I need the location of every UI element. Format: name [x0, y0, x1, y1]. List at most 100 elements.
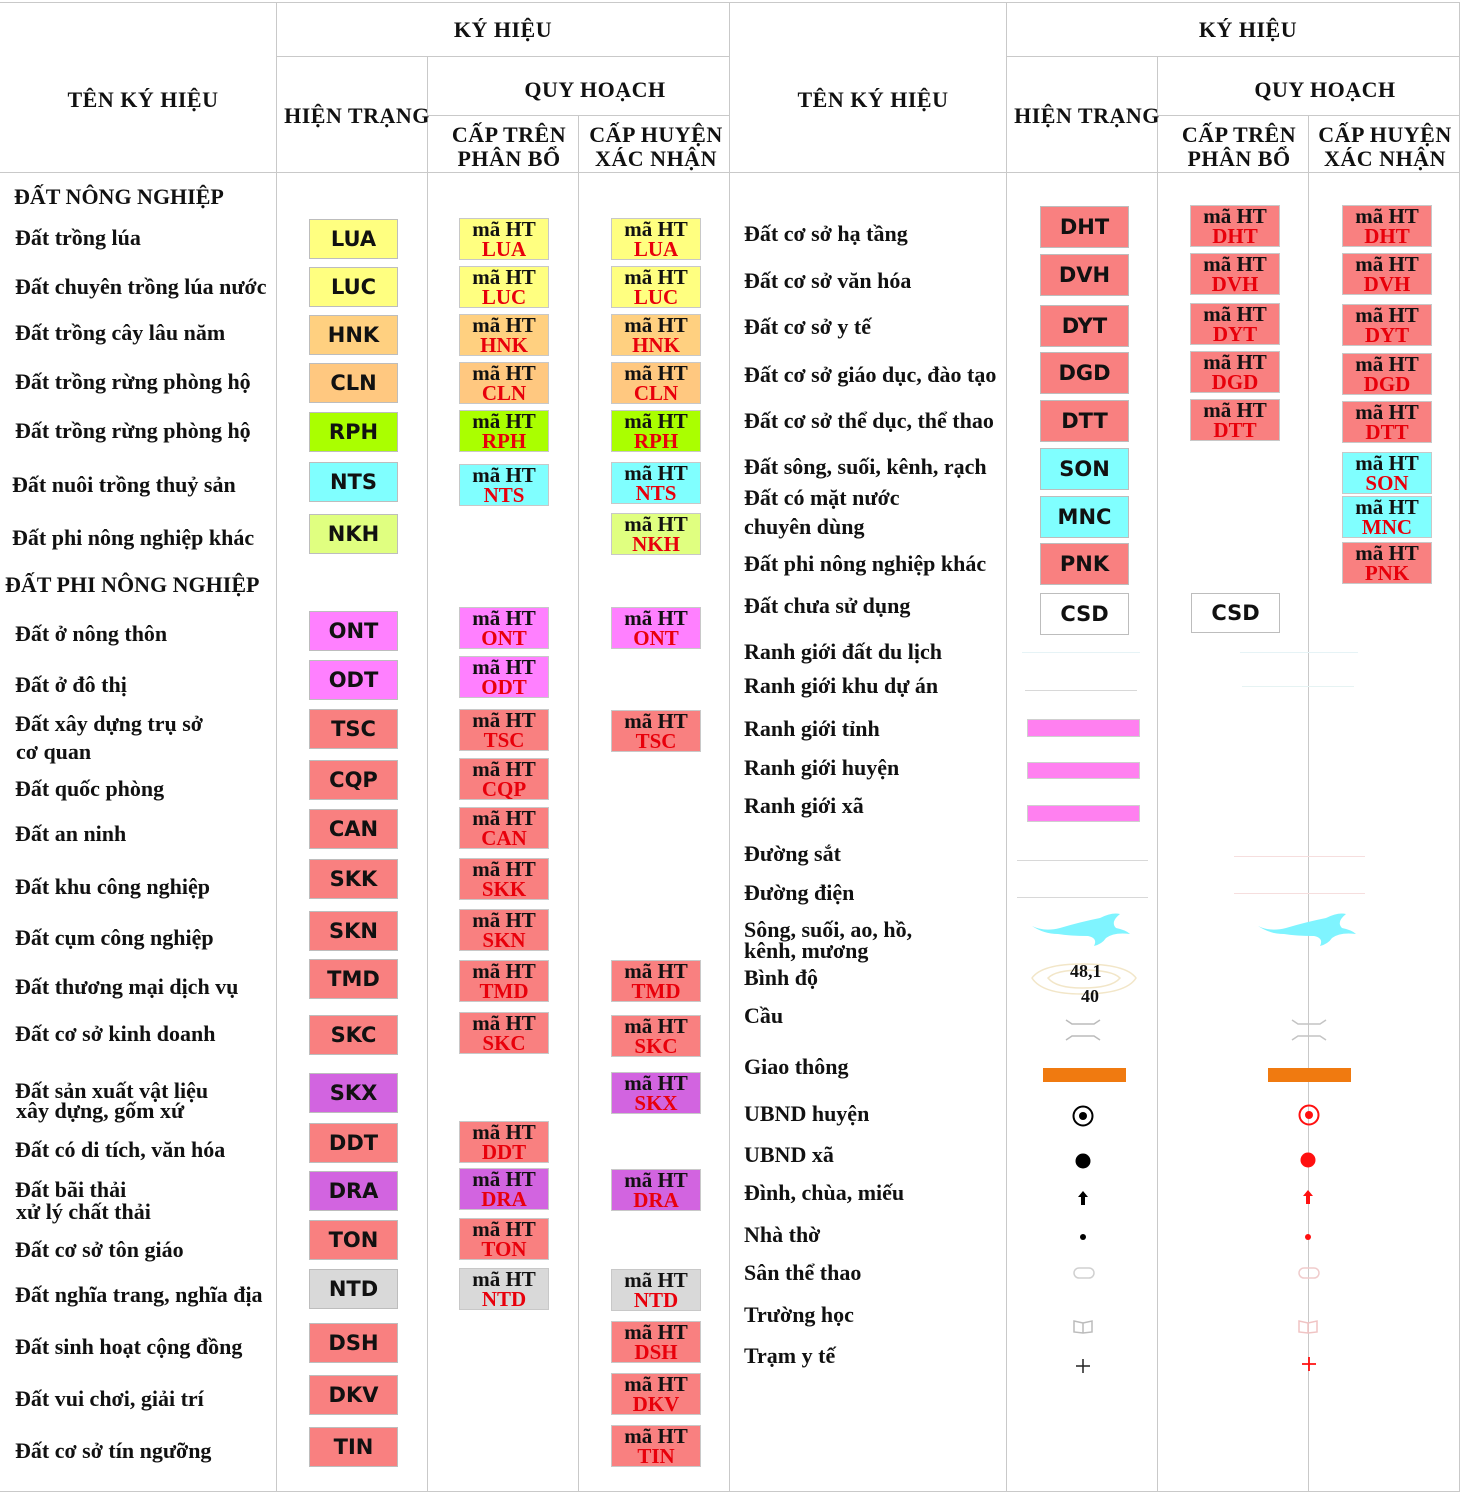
commune-boundary-bar — [1027, 805, 1140, 822]
power-line-qh — [1234, 893, 1365, 894]
qbox-code: TON — [481, 1237, 527, 1260]
qbox-prefix: mã HT — [624, 410, 688, 433]
line-label-du-lich: Ranh giới đất du lịch — [744, 639, 943, 664]
code-box-dvh: DVH — [1040, 254, 1129, 296]
code-box-tmd: TMD — [309, 959, 398, 999]
qbox-prefix: mã HT — [472, 314, 536, 337]
cap-tren-code-tsc: mã HT TSC — [459, 709, 549, 751]
code-box-tin: TIN — [309, 1427, 398, 1467]
boundary-du-lich-line-qh — [1240, 652, 1358, 653]
code-box-ont: ONT — [309, 611, 398, 651]
header-cap-huyen-left: CẤP HUYỆN XÁC NHẬN — [580, 123, 732, 171]
qbox-code: LUA — [481, 237, 527, 260]
qbox-prefix: mã HT — [472, 1168, 536, 1191]
qbox-prefix: mã HT — [472, 807, 536, 830]
qbox-code: DTT — [1213, 418, 1257, 441]
symbol-label-ubnd-xa: UBND xã — [744, 1142, 834, 1167]
qbox-prefix: mã HT — [1203, 253, 1267, 276]
boundary-du-lich-line — [1022, 652, 1140, 653]
row-label: Đất trồng rừng phòng hộ — [15, 418, 251, 443]
qbox-code: LUC — [633, 285, 679, 308]
table-bottom-line — [0, 1491, 1460, 1492]
header-ten-ky-hieu-right: TÊN KÝ HIỆU — [797, 87, 949, 112]
contour-icon — [1031, 963, 1137, 995]
row-label: Đất vui chơi, giải trí — [15, 1386, 204, 1411]
symbol-label-nha-tho: Nhà thờ — [744, 1222, 821, 1247]
row-label: Đất cơ sở hạ tầng — [744, 221, 908, 246]
code-box-can: CAN — [309, 809, 398, 849]
qbox-code: CQP — [481, 777, 527, 800]
qbox-code: DTT — [1365, 420, 1409, 443]
header-quy-hoach-right: QUY HOẠCH — [1254, 77, 1396, 102]
code-box-cqp: CQP — [309, 760, 398, 800]
code-box-nts: NTS — [309, 462, 398, 502]
row-label: Đất xây dựng trụ sở — [15, 711, 203, 736]
cap-tren-code-ntd: mã HT NTD — [459, 1268, 549, 1310]
qbox-prefix: mã HT — [624, 314, 688, 337]
cap-tren-code-cqp: mã HT CQP — [459, 758, 549, 800]
section-dat-phi-nong-nghiep: ĐẤT PHI NÔNG NGHIỆP — [5, 572, 260, 597]
qbox-code: NTD — [633, 1288, 679, 1311]
row-label: Đất khu công nghiệp — [15, 874, 211, 899]
qbox-code: ONT — [481, 626, 527, 649]
qbox-prefix: mã HT — [1355, 542, 1419, 565]
district-boundary-bar — [1027, 762, 1140, 779]
river-icon-qh — [1258, 913, 1356, 946]
qbox-code: NTS — [483, 483, 525, 506]
river-icon — [1032, 913, 1130, 946]
river-label-line2: kênh, mương — [744, 938, 869, 963]
qbox-code: DKV — [632, 1392, 680, 1415]
code-box-dgd: DGD — [1040, 352, 1129, 394]
cap-tren-code-ont: mã HT ONT — [459, 607, 549, 649]
qbox-prefix: mã HT — [472, 607, 536, 630]
row-label: Đất thương mại dịch vụ — [15, 974, 239, 999]
cap-huyen-code-dht: mã HT DHT — [1342, 205, 1432, 247]
row-label: Đất cơ sở y tế — [744, 314, 871, 339]
cap-huyen-code-dyt: mã HT DYT — [1342, 304, 1432, 346]
code-box-dtt: DTT — [1040, 400, 1129, 442]
vline-c — [578, 115, 579, 1492]
row-label: Đất an ninh — [15, 821, 127, 846]
cap-tren-code-lua: mã HT LUA — [459, 218, 549, 260]
qbox-code: DHT — [1212, 224, 1258, 247]
cap-huyen-code-cln: mã HT CLN — [611, 362, 701, 404]
qbox-code: TSC — [483, 728, 525, 751]
row-label: Đất nuôi trồng thuỷ sản — [12, 472, 236, 497]
qbox-prefix: mã HT — [624, 960, 688, 983]
row-label-line2: xử lý chất thải — [16, 1199, 151, 1224]
qbox-prefix: mã HT — [624, 513, 688, 536]
cap-tren-code-tmd: mã HT TMD — [459, 960, 549, 1002]
qbox-code: CAN — [481, 826, 527, 849]
church-icon-qh — [1305, 1234, 1311, 1240]
cap-tren-code-odt: mã HT ODT — [459, 656, 549, 698]
cap-huyen-code-lua: mã HT LUA — [611, 218, 701, 260]
header-ky-hieu-right: KÝ HIỆU — [1198, 17, 1298, 42]
cap-tren-line1: CẤP TRÊN — [1181, 122, 1297, 147]
qbox-prefix: mã HT — [472, 709, 536, 732]
code-box-pnk: PNK — [1040, 543, 1129, 585]
qbox-prefix: mã HT — [624, 1169, 688, 1192]
qbox-code: NKH — [632, 532, 680, 555]
row-label: Đất có mặt nước — [744, 485, 900, 510]
symbol-label-ubnd-huyen: UBND huyện — [744, 1101, 870, 1126]
cap-tren-code-csd: CSD — [1191, 593, 1280, 633]
qbox-code: SKC — [634, 1034, 678, 1057]
qbox-code: CLN — [633, 381, 679, 404]
qbox-code: TIN — [637, 1444, 675, 1467]
qbox-code: TMD — [631, 979, 681, 1002]
cap-huyen-code-dkv: mã HT DKV — [611, 1373, 701, 1415]
binh-do-label: Bình độ — [744, 965, 818, 990]
right-quyhoach-line — [1158, 115, 1460, 116]
qbox-code: CLN — [481, 381, 527, 404]
header-quy-hoach-left: QUY HOẠCH — [524, 77, 666, 102]
row-label: Đất ở nông thôn — [15, 621, 168, 646]
symbol-label-san-the-thao: Sân thể thao — [744, 1260, 862, 1285]
cap-huyen-code-hnk: mã HT HNK — [611, 314, 701, 356]
code-box-dht: DHT — [1040, 206, 1129, 248]
section-dat-nong-nghiep: ĐẤT NÔNG NGHIỆP — [14, 184, 224, 209]
qbox-code: DVH — [1363, 272, 1411, 295]
cap-huyen-line1: CẤP HUYỆN — [589, 122, 723, 147]
row-label: Đất ở đô thị — [15, 672, 127, 697]
cap-huyen-line2: XÁC NHẬN — [1324, 146, 1446, 171]
cap-tren-code-ddt: mã HT DDT — [459, 1121, 549, 1163]
